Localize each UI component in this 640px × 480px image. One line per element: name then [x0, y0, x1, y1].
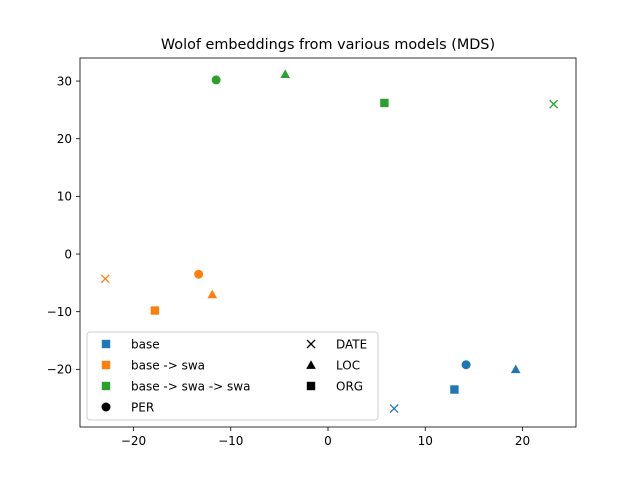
- legend: base base -> swa base -> swa -> swa PER DATE…: [86, 331, 379, 421]
- data-points: [100, 69, 559, 414]
- data-point-date: [100, 274, 110, 284]
- x-tick-label: 10: [418, 434, 433, 448]
- data-point-org: [450, 385, 459, 394]
- legend-label: base -> swa: [131, 359, 205, 373]
- data-point-loc: [280, 69, 291, 78]
- data-point-per: [194, 269, 204, 279]
- y-tick-label: 30: [57, 74, 72, 88]
- data-point-per: [461, 360, 471, 370]
- legend-marker: [101, 360, 111, 370]
- legend-label: LOC: [336, 359, 360, 373]
- y-tick-label: −10: [47, 305, 72, 319]
- x-tick-label: −20: [121, 434, 146, 448]
- x-tick-label: 0: [324, 434, 332, 448]
- data-point-loc: [510, 364, 521, 374]
- axes: −20 −10 0 10 20 −20 −10 0 10 20 30: [47, 74, 530, 448]
- legend-label: PER: [131, 401, 154, 415]
- chart-title: Wolof embeddings from various models (MD…: [161, 37, 495, 53]
- legend-marker: [306, 339, 316, 349]
- legend-label: ORG: [336, 380, 363, 394]
- legend-label: DATE: [336, 338, 367, 352]
- data-point-per: [211, 75, 221, 85]
- legend-marker: [101, 381, 111, 391]
- legend-box: [86, 331, 379, 421]
- legend-label: base -> swa -> swa: [131, 380, 250, 394]
- x-tick-label: 20: [515, 434, 530, 448]
- data-point-date: [389, 404, 399, 414]
- data-point-org: [150, 306, 160, 315]
- legend-marker: [101, 402, 111, 412]
- data-point-loc: [207, 289, 218, 299]
- y-tick-label: 20: [57, 132, 72, 146]
- legend-label: base: [131, 338, 160, 352]
- legend-marker: [101, 339, 111, 349]
- legend-marker: [306, 381, 316, 391]
- y-tick-label: 0: [64, 247, 72, 261]
- data-point-date: [549, 99, 559, 109]
- data-point-org: [380, 98, 389, 108]
- y-tick-label: 10: [57, 190, 72, 204]
- x-tick-label: −10: [218, 434, 243, 448]
- y-tick-label: −20: [47, 363, 72, 377]
- legend-marker: [306, 360, 316, 369]
